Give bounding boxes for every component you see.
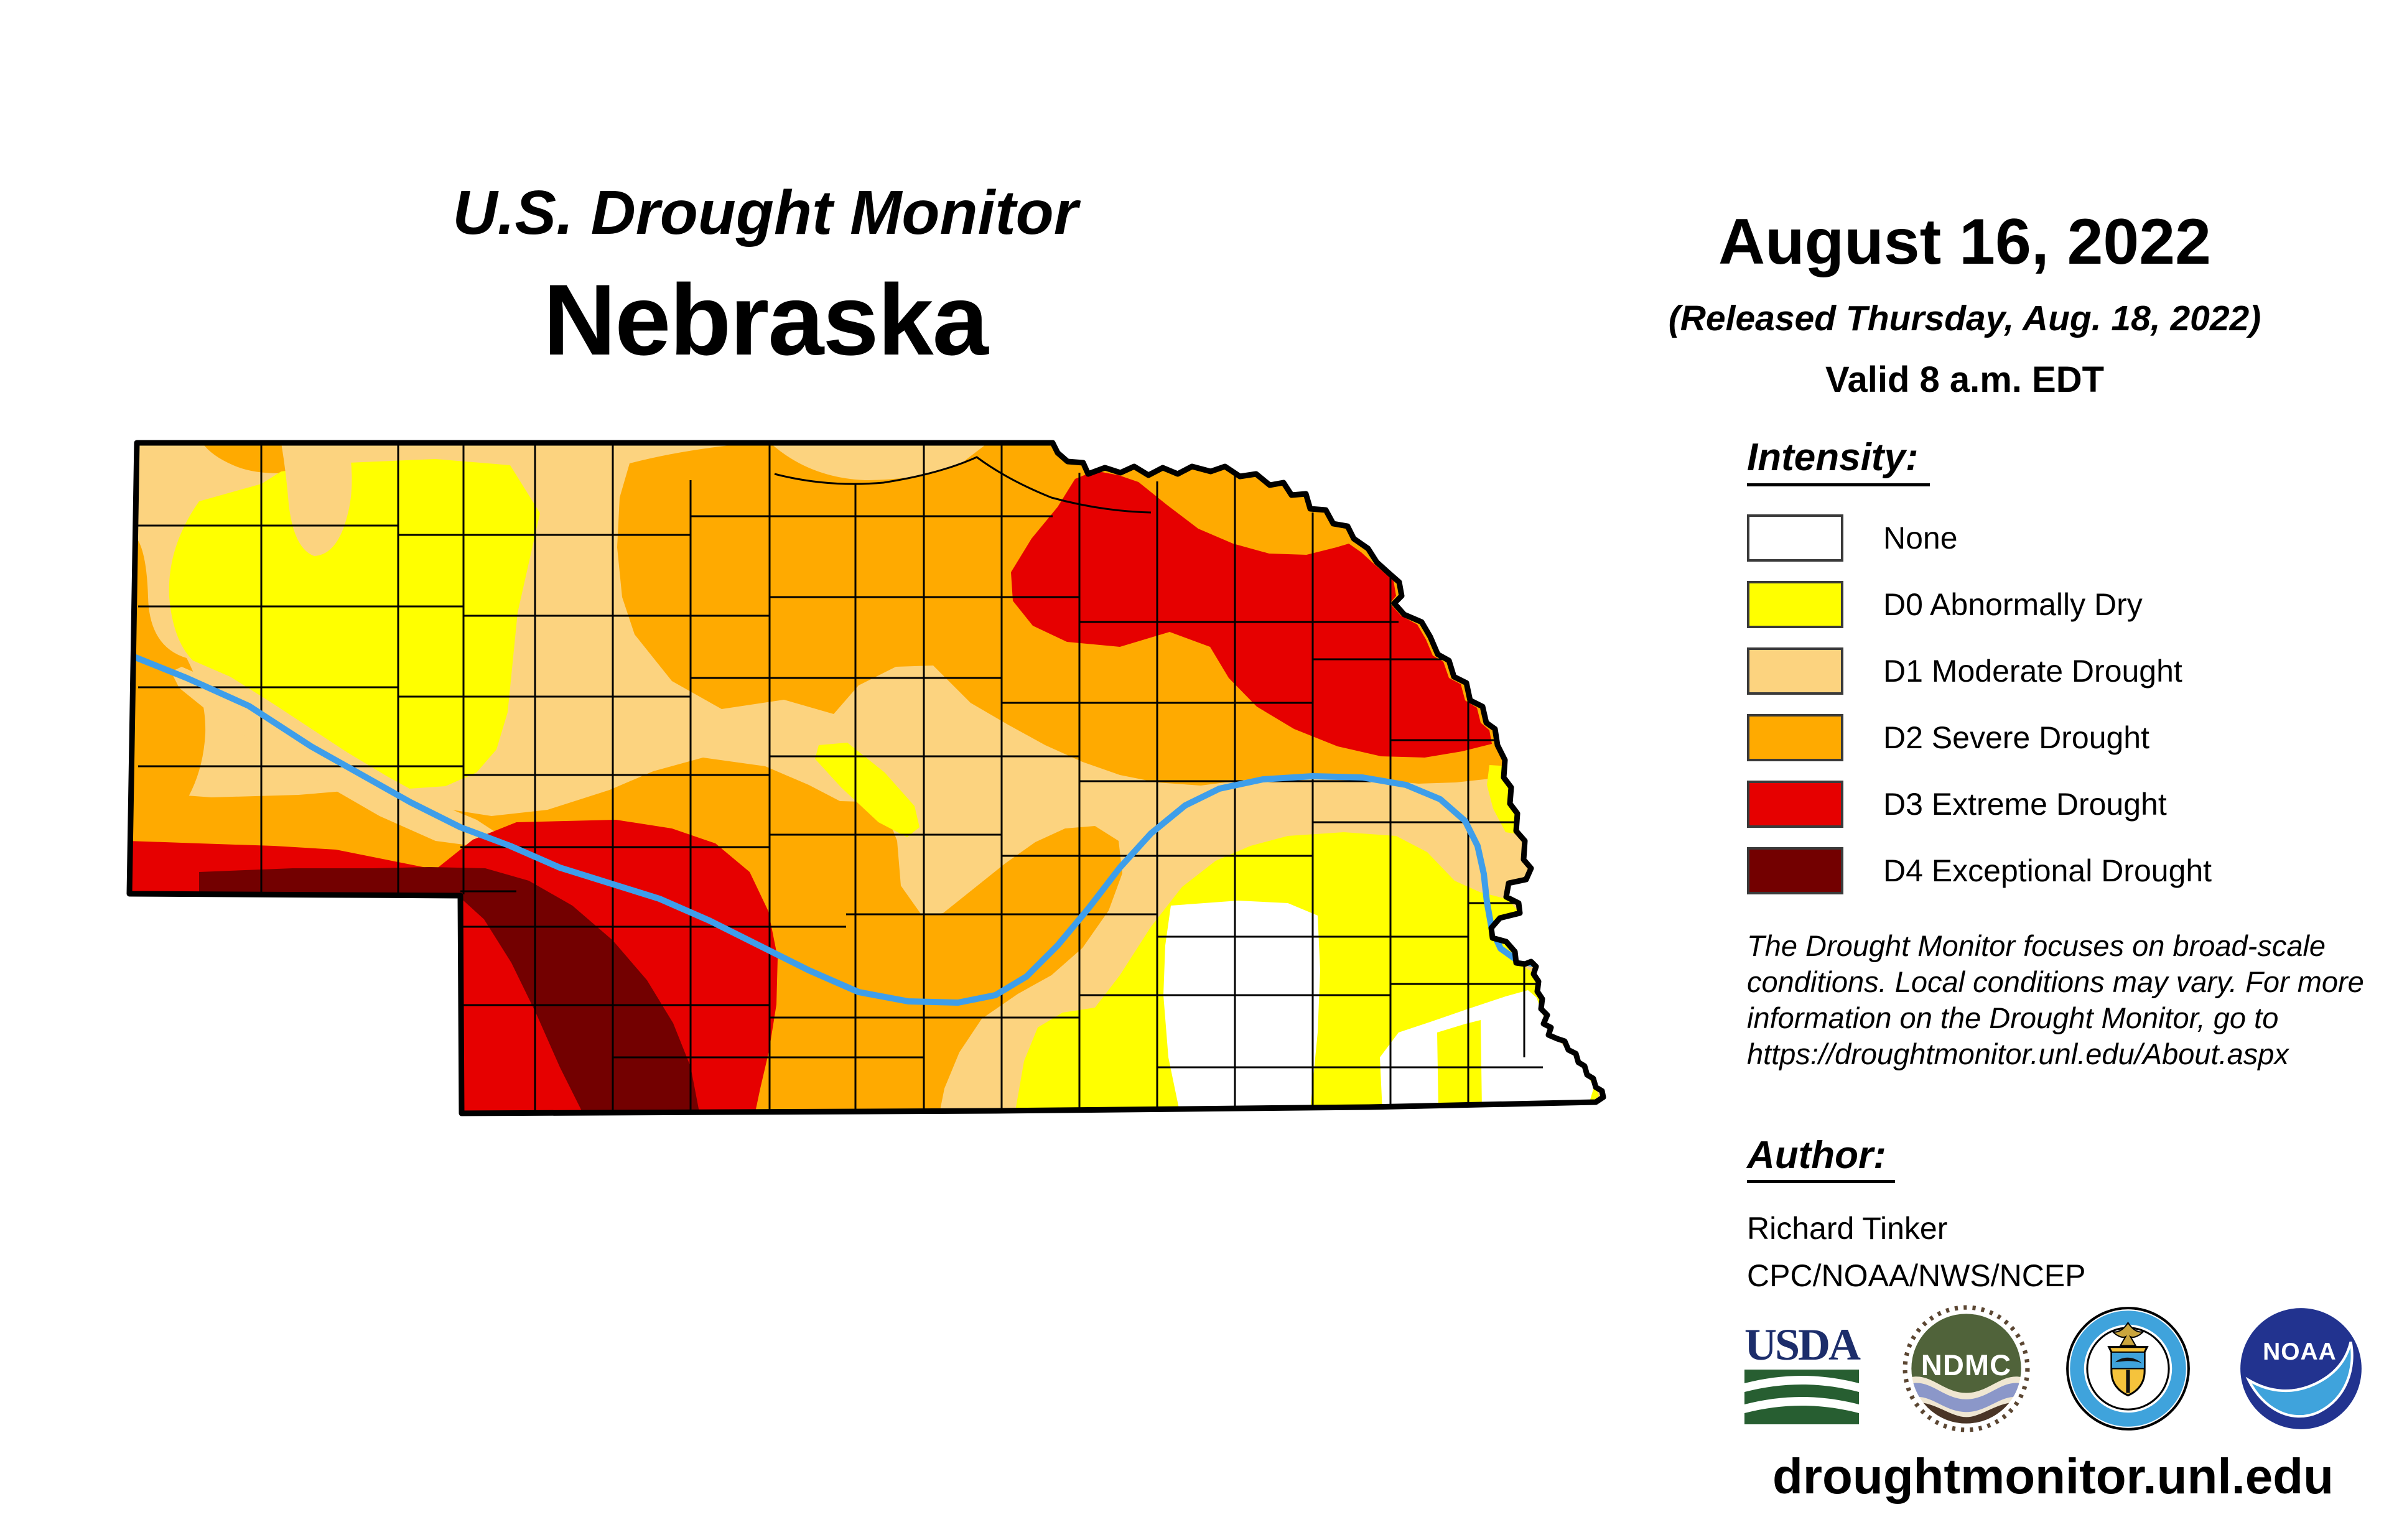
d4-region [199,867,699,1112]
author-block: Author: Richard Tinker CPC/NOAA/NWS/NCEP [1747,1133,2086,1294]
d2-swatch [1747,714,1843,761]
d0-swatch [1747,581,1843,628]
ndmc-logo-icon: NDMC [1902,1305,2030,1432]
valid-time: Valid 8 a.m. EDT [1825,359,2105,400]
state-outline [126,440,1606,1116]
ndmc-logo-text: NDMC [1921,1348,2012,1381]
report-title: U.S. Drought Monitor [452,178,1078,248]
author-org: CPC/NOAA/NWS/NCEP [1747,1258,2086,1293]
noaa-logo-text: NOAA [2263,1338,2337,1365]
map-date: August 16, 2022 [1718,206,2211,278]
county-grid [138,443,1543,1112]
usda-logo-text: USDA [1744,1324,1861,1370]
noaa-logo-icon: NOAA [2240,1308,2362,1429]
none-regions [1163,901,1594,1111]
title-block: U.S. Drought Monitor Nebraska [386,177,1145,378]
none-swatch [1747,514,1843,562]
state-title: Nebraska [543,264,988,376]
d4-swatch [1747,847,1843,894]
author-name: Richard Tinker [1747,1211,1948,1246]
niobrara-county-line [774,456,1152,514]
legend-row-d4: D4 Exceptional Drought [1747,847,2212,894]
legend-row-none: None [1747,514,2212,562]
d0-column-overlay [1437,1020,1482,1109]
commerce-seal-icon [2066,1307,2190,1431]
intensity-legend: Intensity: None D0 Abnormally Dry D1 Mod… [1747,435,2212,914]
date-block: August 16, 2022 (Released Thursday, Aug.… [1616,205,2313,401]
d1-swatch [1747,647,1843,695]
nebraska-drought-map [126,440,1606,1116]
released-date: (Released Thursday, Aug. 18, 2022) [1668,299,2261,338]
legend-items: None D0 Abnormally Dry D1 Moderate Droug… [1747,514,2212,894]
legend-row-d1: D1 Moderate Drought [1747,647,2212,695]
legend-row-d3: D3 Extreme Drought [1747,781,2212,828]
legend-heading: Intensity: [1747,435,1930,486]
disclaimer-text: The Drought Monitor focuses on broad-sca… [1747,929,2364,1070]
legend-row-d0: D0 Abnormally Dry [1747,581,2212,628]
d3-swatch [1747,781,1843,828]
usda-logo-icon: USDA [1744,1324,1863,1424]
legend-row-d2: D2 Severe Drought [1747,714,2212,761]
platte-river-path [129,652,1593,1006]
author-heading: Author: [1747,1133,1895,1183]
droughtmonitor-url: droughtmonitor.unl.edu [1772,1449,2334,1504]
